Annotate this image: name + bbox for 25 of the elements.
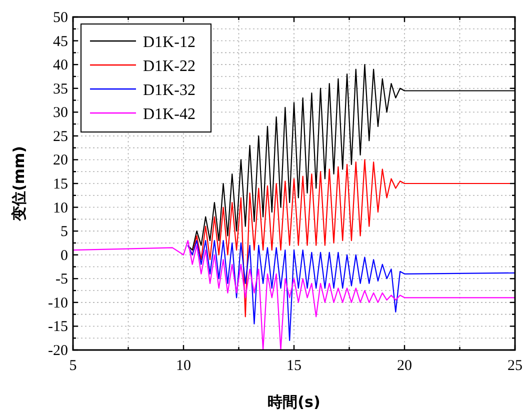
legend-label: D1K-12 (143, 34, 196, 51)
y-tick-label: -15 (48, 319, 68, 336)
x-tick-label: 25 (508, 358, 522, 374)
legend-label: D1K-32 (143, 82, 196, 99)
y-tick-label: 10 (53, 200, 68, 216)
y-tick-label: -20 (48, 343, 68, 359)
y-axis-title: 变位(mm) (10, 146, 28, 222)
y-tick-label: 40 (53, 58, 68, 74)
y-tick-label: -5 (56, 272, 68, 288)
x-tick-label: 15 (286, 358, 302, 374)
x-axis-title: 時間(s) (268, 393, 320, 411)
y-tick-label: 0 (60, 248, 68, 264)
legend-label: D1K-42 (143, 106, 196, 123)
y-tick-label: 15 (53, 176, 68, 192)
y-tick-label: 30 (53, 105, 68, 122)
y-tick-label: 5 (60, 224, 68, 240)
y-tick-label: 25 (53, 128, 68, 145)
y-tick-label: 20 (53, 152, 68, 169)
y-tick-label: 45 (53, 34, 68, 50)
y-tick-label: 35 (53, 81, 68, 98)
legend-label: D1K-22 (143, 58, 196, 75)
x-tick-label: 20 (397, 358, 412, 374)
x-tick-label: 10 (176, 358, 191, 374)
y-tick-label: 50 (53, 10, 68, 26)
y-tick-label: -10 (48, 295, 68, 312)
